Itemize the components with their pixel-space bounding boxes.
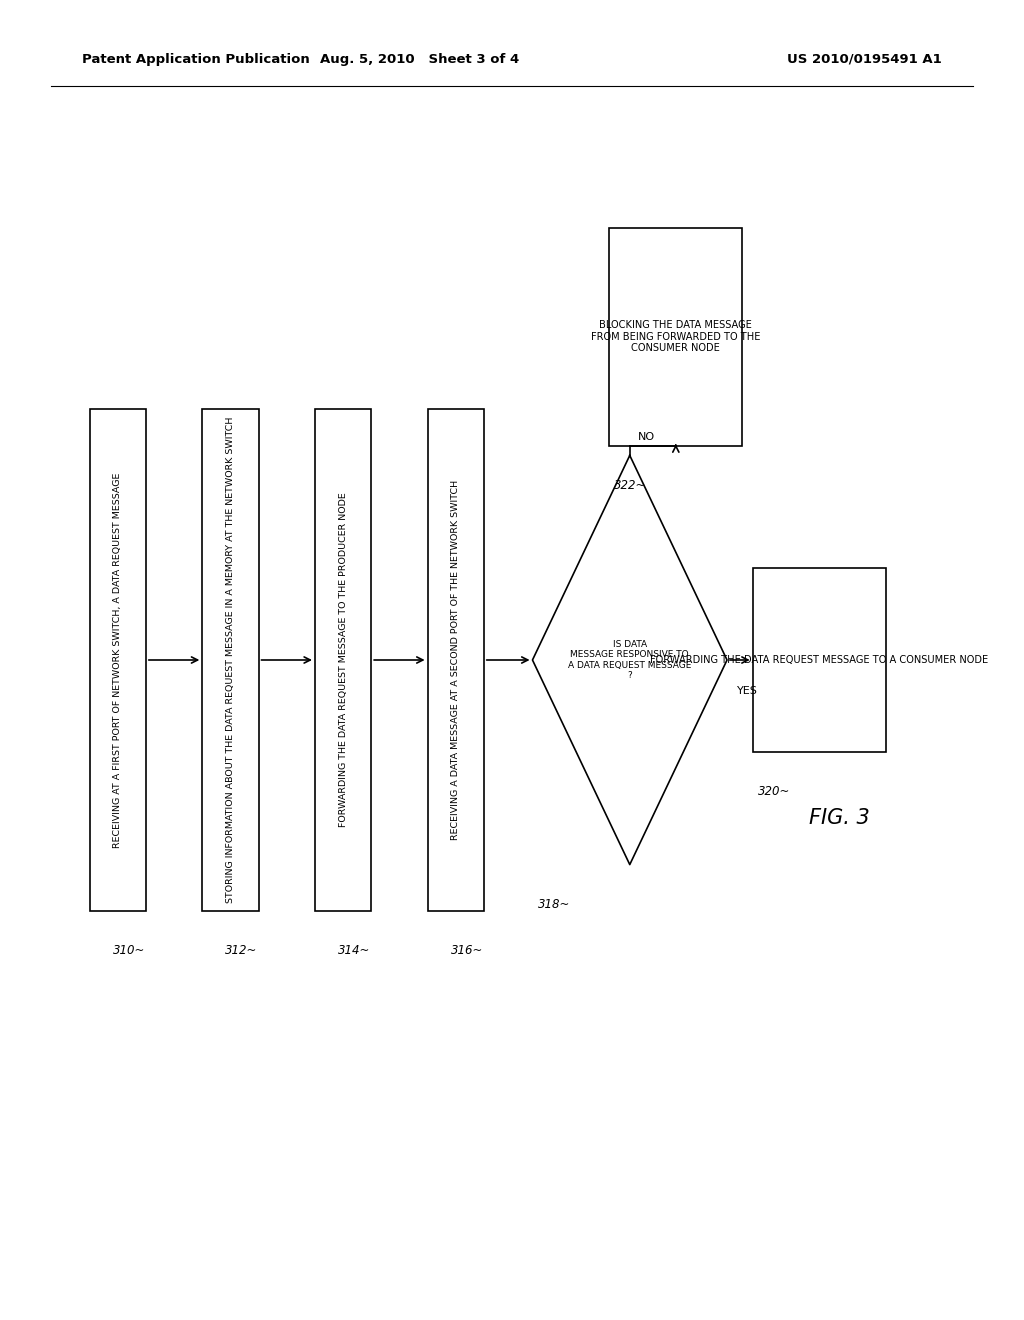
Text: BLOCKING THE DATA MESSAGE
FROM BEING FORWARDED TO THE
CONSUMER NODE: BLOCKING THE DATA MESSAGE FROM BEING FOR… [591,319,761,354]
Text: FORWARDING THE DATA REQUEST MESSAGE TO THE PRODUCER NODE: FORWARDING THE DATA REQUEST MESSAGE TO T… [339,492,347,828]
Text: 312~: 312~ [225,944,258,957]
Text: 318~: 318~ [538,898,570,911]
Bar [203,409,258,911]
Text: 310~: 310~ [113,944,145,957]
Polygon shape [532,455,727,865]
Bar [315,409,371,911]
Text: IS DATA
MESSAGE RESPONSIVE TO
A DATA REQUEST MESSAGE
?: IS DATA MESSAGE RESPONSIVE TO A DATA REQ… [568,640,691,680]
Text: RECEIVING A DATA MESSAGE AT A SECOND PORT OF THE NETWORK SWITCH: RECEIVING A DATA MESSAGE AT A SECOND POR… [452,480,460,840]
Text: 314~: 314~ [338,944,371,957]
Bar [609,227,742,446]
Text: RECEIVING AT A FIRST PORT OF NETWORK SWITCH, A DATA REQUEST MESSAGE: RECEIVING AT A FIRST PORT OF NETWORK SWI… [114,473,122,847]
Bar [428,409,483,911]
Text: STORING INFORMATION ABOUT THE DATA REQUEST MESSAGE IN A MEMORY AT THE NETWORK SW: STORING INFORMATION ABOUT THE DATA REQUE… [226,417,234,903]
Text: FORWARDING THE DATA REQUEST MESSAGE TO A CONSUMER NODE: FORWARDING THE DATA REQUEST MESSAGE TO A… [650,655,988,665]
Text: NO: NO [638,432,655,442]
Text: YES: YES [737,686,758,697]
Text: US 2010/0195491 A1: US 2010/0195491 A1 [787,53,942,66]
Text: 316~: 316~ [451,944,483,957]
Text: Patent Application Publication: Patent Application Publication [82,53,309,66]
Text: Aug. 5, 2010   Sheet 3 of 4: Aug. 5, 2010 Sheet 3 of 4 [321,53,519,66]
Bar [753,568,886,752]
Bar [90,409,146,911]
Text: 320~: 320~ [758,785,791,799]
Text: FIG. 3: FIG. 3 [809,808,870,829]
Text: 322~: 322~ [614,479,647,491]
